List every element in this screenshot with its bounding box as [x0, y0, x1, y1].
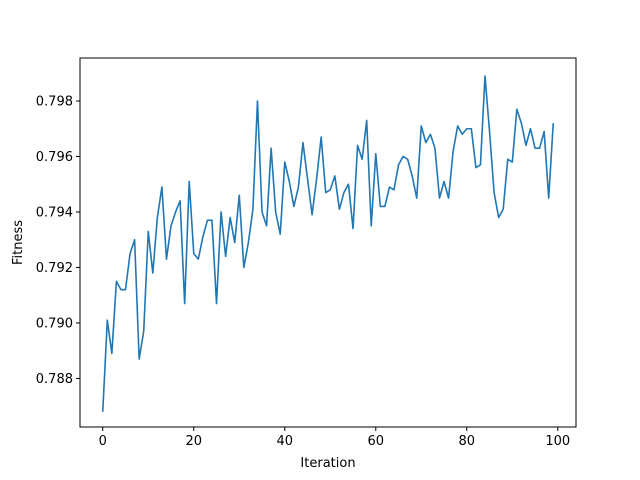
x-axis-label: Iteration	[300, 456, 355, 471]
y-axis-label: Fitness	[11, 220, 26, 265]
axes-frame	[79, 57, 577, 428]
x-tick-label: 100	[545, 434, 570, 449]
y-tick-label: 0.788	[36, 372, 73, 387]
y-tick-label: 0.798	[36, 95, 73, 110]
series-layer	[101, 75, 555, 412]
x-tick-label: 20	[185, 434, 202, 449]
y-tick-label: 0.792	[36, 261, 73, 276]
y-tick-label: 0.794	[36, 205, 73, 220]
x-tick-label: 40	[276, 434, 293, 449]
y-tick-label: 0.796	[36, 150, 73, 165]
x-tick-label: 80	[459, 434, 476, 449]
x-tick-label: 0	[99, 434, 107, 449]
y-tick-label: 0.790	[36, 316, 73, 331]
x-axis-ticks: 0 20 40 60 80 100	[99, 427, 570, 449]
y-axis-ticks: 0.788 0.790 0.792 0.794 0.796 0.798	[36, 95, 80, 387]
x-tick-label: 60	[368, 434, 385, 449]
series-line	[101, 75, 555, 412]
